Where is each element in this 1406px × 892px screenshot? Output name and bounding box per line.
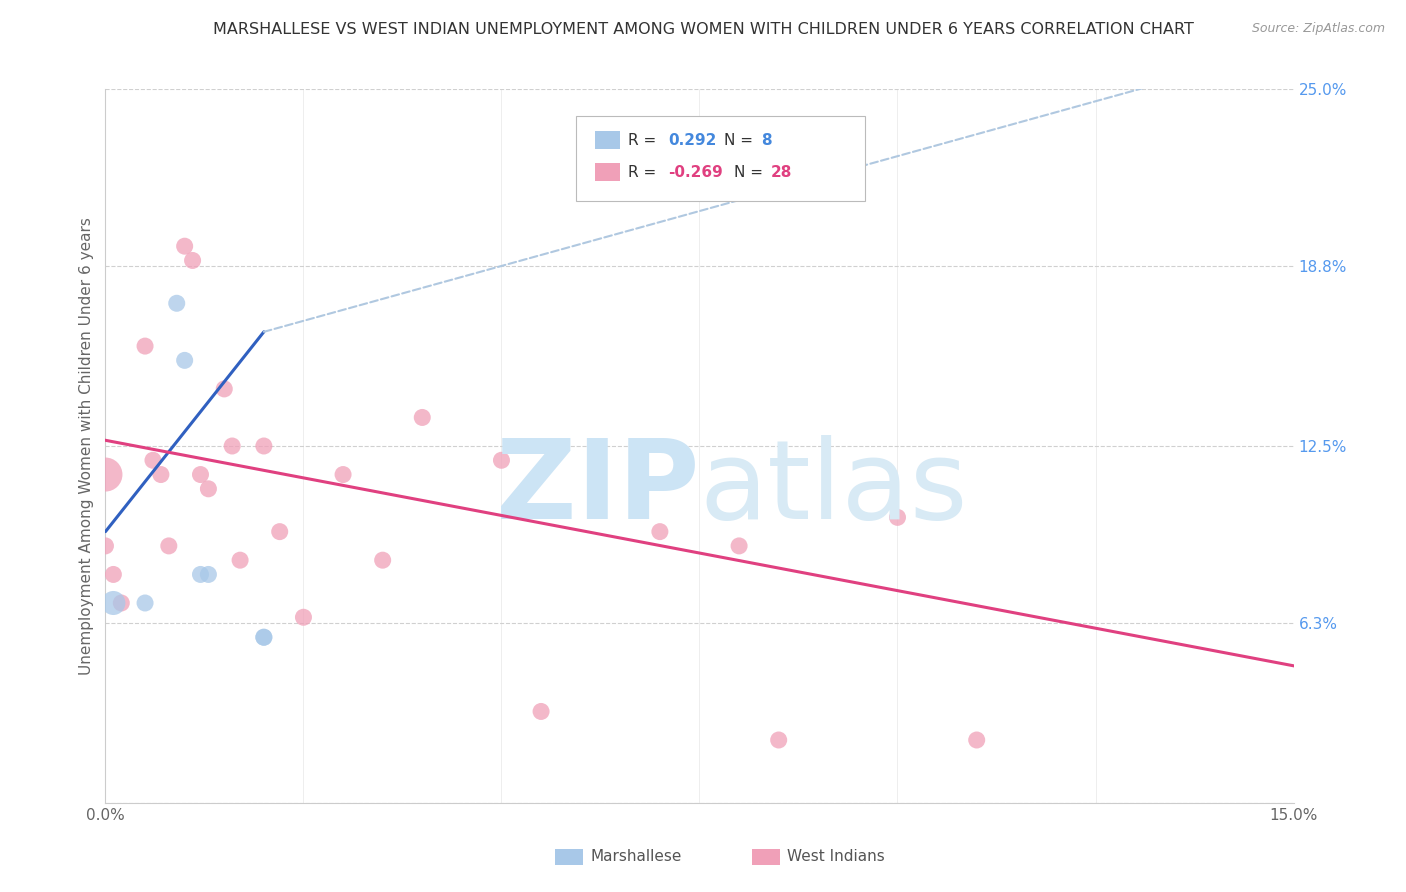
Point [371, 553, 394, 567]
Point [94, 539, 117, 553]
Point [142, 453, 165, 467]
Point [94, 467, 117, 482]
Point [197, 567, 219, 582]
Point [173, 353, 195, 368]
Point [157, 539, 180, 553]
Point [134, 596, 156, 610]
Point [253, 630, 276, 644]
Text: MARSHALLESE VS WEST INDIAN UNEMPLOYMENT AMONG WOMEN WITH CHILDREN UNDER 6 YEARS : MARSHALLESE VS WEST INDIAN UNEMPLOYMENT … [212, 22, 1194, 37]
Point [491, 453, 513, 467]
Point [110, 596, 132, 610]
Point [411, 410, 433, 425]
Point [253, 630, 276, 644]
Text: ZIP: ZIP [496, 435, 700, 542]
Text: West Indians: West Indians [787, 849, 886, 863]
Point [181, 253, 204, 268]
Point [190, 467, 212, 482]
Point [292, 610, 315, 624]
Text: Source: ZipAtlas.com: Source: ZipAtlas.com [1251, 22, 1385, 36]
Point [253, 439, 276, 453]
Point [134, 339, 156, 353]
Point [886, 510, 908, 524]
Text: Marshallese: Marshallese [591, 849, 682, 863]
Point [530, 705, 553, 719]
Point [966, 733, 988, 747]
Point [173, 239, 195, 253]
Text: -0.269: -0.269 [668, 165, 723, 179]
Point [648, 524, 671, 539]
Text: N =: N = [734, 165, 768, 179]
Point [269, 524, 291, 539]
Point [768, 733, 790, 747]
Text: 8: 8 [761, 133, 772, 147]
Point [197, 482, 219, 496]
Point [229, 553, 252, 567]
Point [728, 539, 751, 553]
Text: N =: N = [724, 133, 758, 147]
Point [214, 382, 236, 396]
Text: 28: 28 [770, 165, 792, 179]
Point [190, 567, 212, 582]
Point [149, 467, 172, 482]
Point [103, 567, 125, 582]
Point [332, 467, 354, 482]
Text: atlas: atlas [700, 435, 967, 542]
Text: 0.292: 0.292 [668, 133, 716, 147]
Y-axis label: Unemployment Among Women with Children Under 6 years: Unemployment Among Women with Children U… [79, 217, 94, 675]
Point [103, 596, 125, 610]
Point [221, 439, 243, 453]
Point [166, 296, 188, 310]
Text: R =: R = [628, 133, 662, 147]
Text: R =: R = [628, 165, 662, 179]
